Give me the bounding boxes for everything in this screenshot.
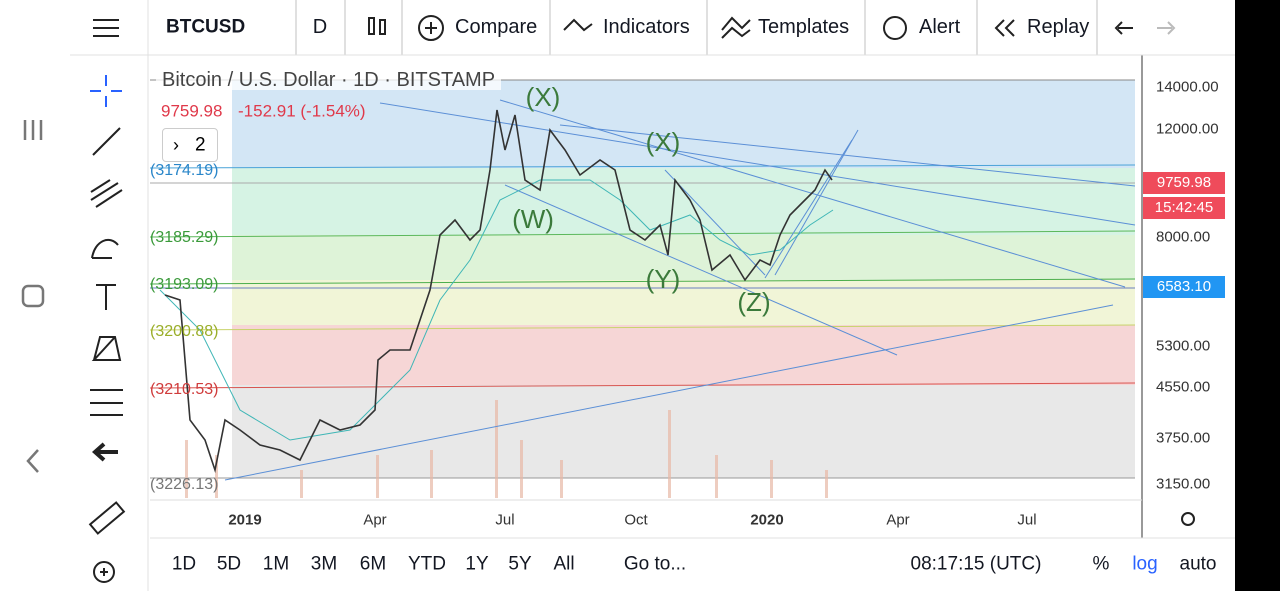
fib-band (232, 325, 1135, 385)
time-tick-label: Apr (886, 511, 910, 529)
wave-label: (Z) (737, 287, 771, 317)
legend-title: Bitcoin / U.S. Dollar · 1D · BITSTAMP (156, 70, 502, 90)
tool-icons[interactable] (88, 0, 1195, 583)
interval[interactable]: D (312, 16, 328, 38)
price-tick-label: 3750.00 (1156, 429, 1211, 447)
wave-label: (Y) (645, 264, 681, 294)
range-button[interactable]: 3M (310, 553, 338, 575)
last-price-label: 9759.98 (1143, 172, 1225, 194)
price-tick-label: 4550.00 (1156, 378, 1211, 396)
price-tick-label: 3150.00 (1156, 475, 1211, 493)
goto-button[interactable]: Go to... (623, 553, 687, 575)
marker-label: 6583.10 (1143, 276, 1225, 298)
wave-label: (W) (512, 204, 554, 234)
fib-level-label: (3174.19) (150, 162, 219, 179)
fib-level-label: (3200.88) (150, 323, 219, 340)
range-button[interactable]: 5D (216, 553, 242, 575)
replay-button[interactable]: Replay (1027, 16, 1090, 38)
range-button[interactable]: All (553, 553, 575, 575)
price-candles (164, 109, 833, 474)
fib-level-label: (3193.09) (150, 276, 219, 293)
price-tick-label: 12000.00 (1156, 120, 1219, 138)
range-button[interactable]: 5Y (508, 553, 532, 575)
fib-level-label: (3185.29) (150, 229, 219, 246)
legend-change: -152.91 (-1.54%) (238, 101, 366, 121)
android-nav (21, 120, 45, 473)
wave-label: (X) (525, 82, 561, 112)
price-tick-label: 14000.00 (1156, 78, 1219, 96)
symbol[interactable]: BTCUSD (166, 16, 246, 38)
time-tick-label: 2019 (228, 511, 262, 529)
range-button[interactable]: 1D (171, 553, 197, 575)
fib-band (232, 168, 1135, 235)
legend-count: 2 (195, 134, 206, 156)
fib-band (232, 80, 1135, 168)
moving-average (159, 179, 834, 441)
range-button[interactable]: 1Y (465, 553, 489, 575)
time-tick-label: Jul (1017, 511, 1037, 529)
price-tick-label: 5300.00 (1156, 337, 1211, 355)
legend-price: 9759.98 (161, 101, 223, 121)
price-tick-label: 8000.00 (1156, 228, 1211, 246)
fib-band (232, 235, 1135, 280)
wave-label: (X) (645, 127, 681, 157)
templates-button[interactable]: Templates (758, 16, 850, 38)
time-tick-label: 2020 (750, 511, 784, 529)
auto-toggle[interactable]: auto (1179, 553, 1217, 575)
indicators-button[interactable]: Indicators (603, 16, 690, 38)
range-button[interactable]: YTD (408, 553, 446, 575)
countdown-label: 15:42:45 (1143, 197, 1225, 219)
fib-band (232, 385, 1135, 478)
clock: 08:17:15 (UTC) (910, 553, 1042, 575)
range-button[interactable]: 1M (262, 553, 290, 575)
log-toggle[interactable]: log (1132, 553, 1158, 575)
compare-button[interactable]: Compare (455, 16, 538, 38)
time-tick-label: Apr (363, 511, 387, 529)
range-button[interactable]: 6M (359, 553, 387, 575)
time-tick-label: Jul (495, 511, 515, 529)
fib-band (232, 280, 1135, 325)
fib-level-label: (3210.53) (150, 381, 219, 398)
volume (185, 400, 828, 498)
alert-button[interactable]: Alert (919, 16, 961, 38)
percent-toggle[interactable]: % (1092, 553, 1110, 575)
time-tick-label: Oct (624, 511, 648, 529)
fib-level-label: (3226.13) (150, 476, 219, 493)
legend-toggle[interactable]: › 2 (162, 128, 218, 162)
screen-edge (1235, 0, 1280, 591)
